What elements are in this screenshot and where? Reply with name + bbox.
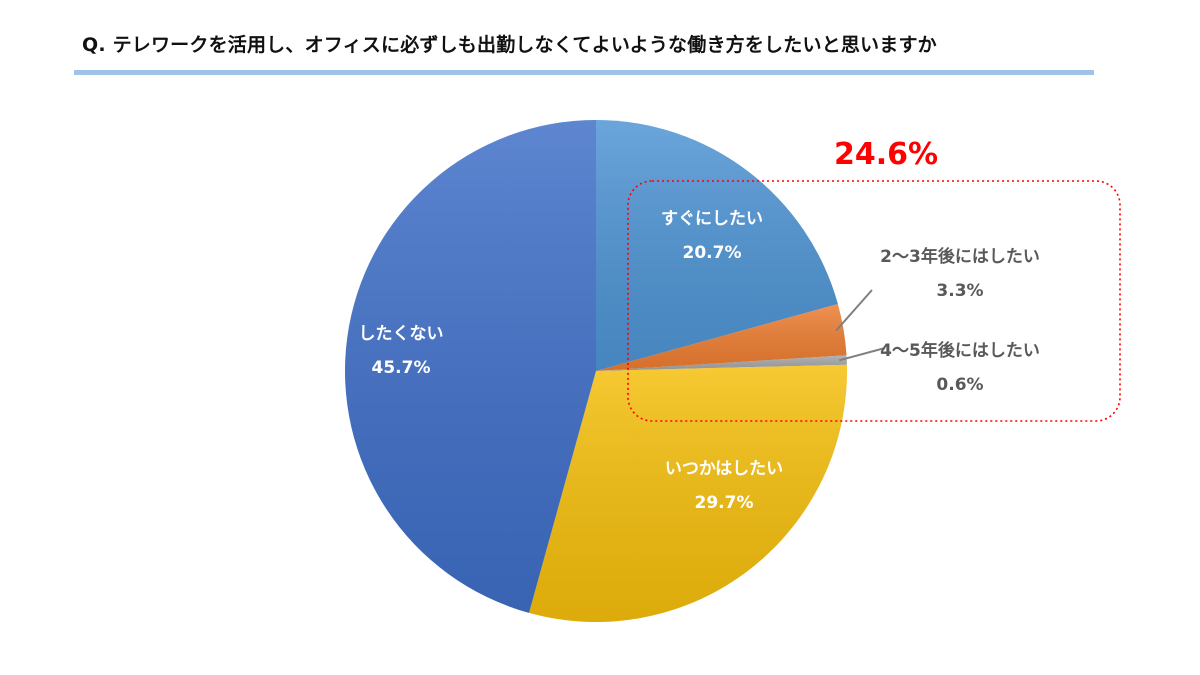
pie-shade-slice-5 [345,120,596,613]
chart-title: Q. テレワークを活用し、オフィスに必ずしも出勤しなくてよいような働き方をしたい… [82,34,937,56]
annotation-box [627,180,1121,422]
slice-label-slice-4: いつかはしたい [665,459,783,479]
pie-shade-slice-1 [596,120,838,371]
slice-value-slice-5: 45.7% [372,358,431,378]
leader-lines [835,289,886,362]
slice-label-slice-5: したくない [359,324,444,344]
pie-shade-slice-3 [596,355,847,371]
slice-value-slice-3: 0.6% [936,375,983,395]
title-underline [74,70,1094,75]
annotation-total: 24.6% [834,137,938,172]
pie-shade-slice-4 [529,364,847,622]
leader-line-slice-3 [838,347,886,362]
slice-label-slice-3: 4～5年後にはしたい [880,340,1040,361]
slice-label-slice-2: 2～3年後にはしたい [880,246,1040,267]
slice-value-slice-2: 3.3% [936,281,983,301]
slice-value-slice-1: 20.7% [683,243,742,263]
pie-shade-slice-2 [596,304,847,371]
pie-shading [345,120,847,622]
slice-label-slice-1: すぐにしたい [661,209,763,229]
slice-value-slice-4: 29.7% [695,493,754,513]
leader-line-slice-2 [835,289,873,332]
slice-labels: すぐにしたい 20.7% 2～3年後にはしたい 3.3% 4～5年後にはしたい 0.6% い… [359,209,1040,513]
